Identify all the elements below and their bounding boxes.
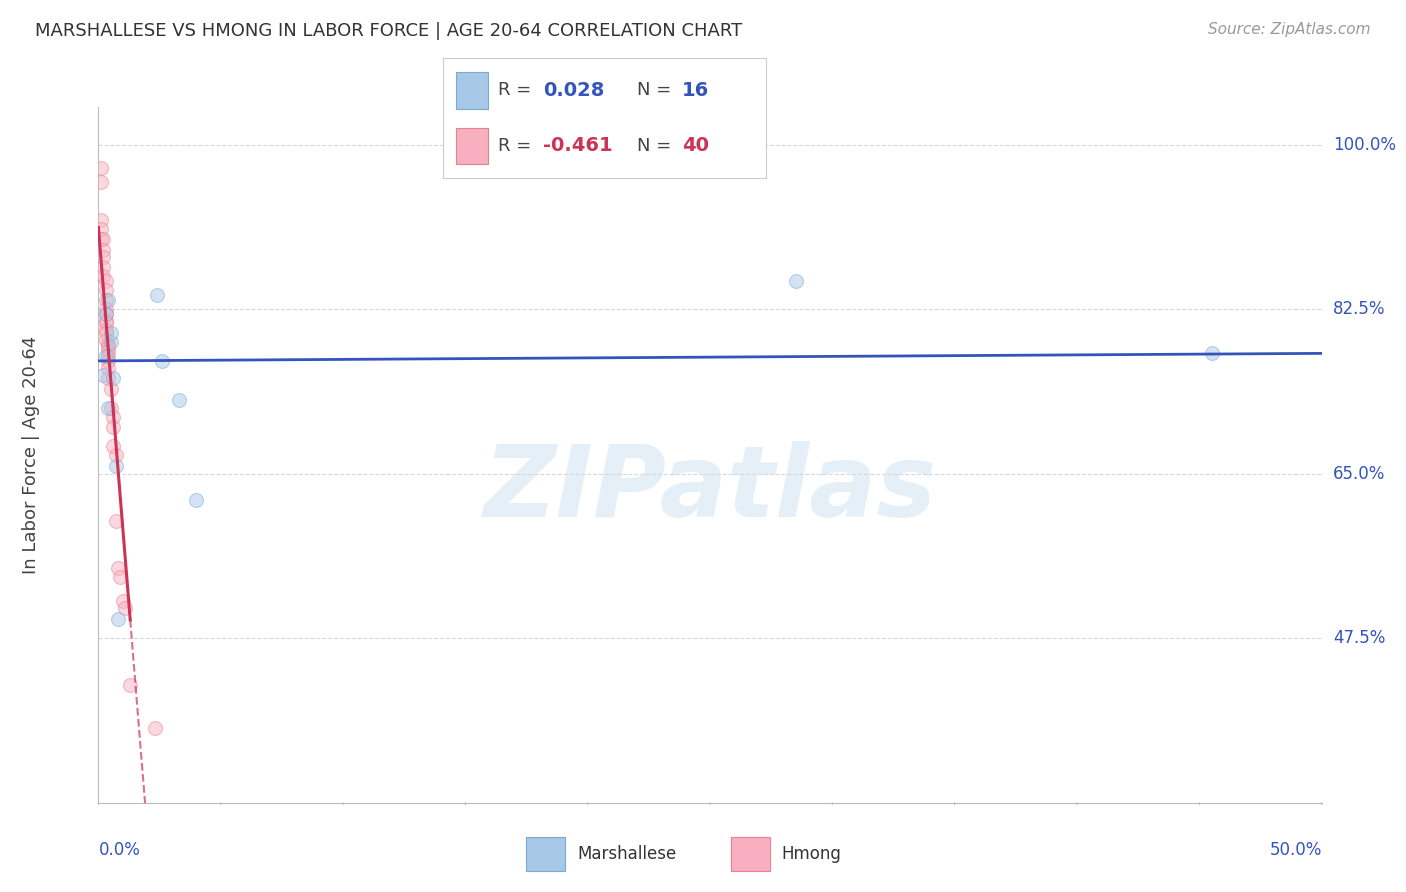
Text: R =: R =	[498, 136, 531, 155]
Point	[104, 459, 127, 474]
Point	[90, 175, 112, 189]
Point	[91, 368, 114, 382]
Point	[90, 232, 112, 246]
Point	[94, 314, 117, 328]
Text: 40: 40	[682, 136, 709, 155]
Point	[94, 307, 117, 321]
Text: 65.0%: 65.0%	[1333, 465, 1385, 483]
Point	[101, 438, 124, 452]
Point	[94, 333, 117, 347]
Point	[186, 493, 208, 508]
Text: -0.461: -0.461	[543, 136, 613, 155]
Point	[97, 361, 120, 376]
Point	[146, 288, 169, 302]
Point	[111, 593, 134, 607]
Text: In Labor Force | Age 20-64: In Labor Force | Age 20-64	[22, 335, 41, 574]
Point	[100, 335, 122, 350]
Point	[104, 448, 127, 462]
Point	[94, 316, 117, 330]
Point	[94, 293, 117, 307]
Point	[97, 340, 120, 354]
Point	[97, 293, 120, 307]
Text: 82.5%: 82.5%	[1333, 301, 1385, 318]
Point	[107, 612, 129, 626]
Point	[94, 349, 117, 363]
Point	[785, 274, 807, 288]
Point	[104, 514, 127, 528]
Point	[110, 570, 132, 584]
Point	[91, 251, 114, 265]
Point	[143, 721, 166, 735]
Bar	[731, 837, 770, 871]
Point	[91, 243, 114, 257]
Text: N =: N =	[637, 81, 671, 100]
Point	[94, 323, 117, 337]
Point	[114, 601, 136, 615]
Point	[97, 337, 120, 351]
Point	[101, 419, 124, 434]
Text: R =: R =	[498, 81, 531, 100]
Bar	[456, 72, 488, 109]
Point	[90, 161, 112, 176]
Point	[120, 678, 142, 692]
Point	[97, 354, 120, 368]
Point	[100, 382, 122, 396]
Point	[94, 302, 117, 317]
Bar	[456, 128, 488, 164]
Text: 100.0%: 100.0%	[1333, 136, 1396, 153]
Point	[90, 212, 112, 227]
Point	[91, 269, 114, 284]
Point	[97, 371, 120, 385]
Point	[94, 326, 117, 340]
Text: MARSHALLESE VS HMONG IN LABOR FORCE | AGE 20-64 CORRELATION CHART: MARSHALLESE VS HMONG IN LABOR FORCE | AG…	[35, 22, 742, 40]
Point	[167, 393, 190, 408]
Point	[97, 401, 120, 415]
Point	[101, 410, 124, 425]
Point	[90, 222, 112, 236]
Text: Hmong: Hmong	[782, 845, 842, 863]
Text: ZIPatlas: ZIPatlas	[484, 442, 936, 538]
Text: 16: 16	[682, 81, 710, 100]
Text: Marshallese: Marshallese	[576, 845, 676, 863]
Point	[91, 260, 114, 274]
Text: N =: N =	[637, 136, 671, 155]
Text: 47.5%: 47.5%	[1333, 629, 1385, 648]
Bar	[526, 837, 565, 871]
Text: 0.0%: 0.0%	[98, 841, 141, 859]
Point	[97, 349, 120, 363]
Point	[100, 326, 122, 340]
Point	[97, 344, 120, 359]
Text: 0.028: 0.028	[543, 81, 605, 100]
Point	[94, 307, 117, 321]
Text: 50.0%: 50.0%	[1270, 841, 1322, 859]
Point	[91, 232, 114, 246]
Point	[107, 560, 129, 574]
Point	[1201, 346, 1223, 360]
Point	[101, 371, 124, 385]
Point	[100, 401, 122, 415]
Text: Source: ZipAtlas.com: Source: ZipAtlas.com	[1208, 22, 1371, 37]
Point	[94, 284, 117, 298]
Point	[150, 354, 173, 368]
Point	[94, 274, 117, 288]
